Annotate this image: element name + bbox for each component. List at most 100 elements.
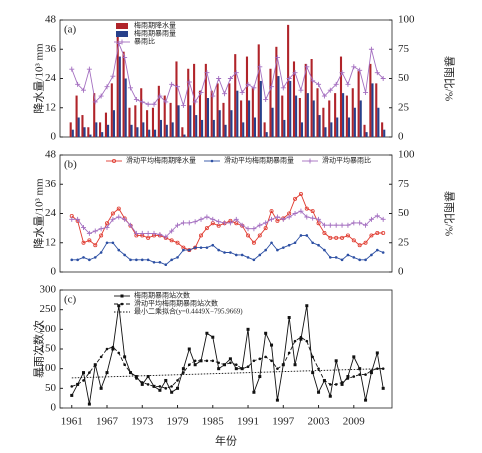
bar <box>212 119 215 137</box>
series-line <box>71 41 384 108</box>
marker <box>346 375 350 379</box>
marker <box>257 233 262 238</box>
marker <box>87 402 91 406</box>
marker <box>251 85 257 91</box>
marker <box>211 335 215 339</box>
bar <box>240 100 243 137</box>
marker <box>158 260 162 264</box>
bar <box>334 93 337 137</box>
bar <box>369 63 372 137</box>
marker <box>370 369 373 372</box>
bar <box>124 78 127 137</box>
y-tick-label: 300 <box>40 284 57 296</box>
marker <box>164 387 168 390</box>
marker <box>112 158 117 163</box>
marker <box>310 78 316 84</box>
marker <box>339 70 345 76</box>
bar <box>251 88 254 137</box>
bar <box>81 115 84 137</box>
marker <box>276 248 279 252</box>
marker <box>323 248 326 252</box>
bar <box>365 132 368 137</box>
marker <box>321 93 327 99</box>
marker <box>374 70 380 76</box>
bar <box>322 107 325 137</box>
legend-label: 滑动平均梅雨期暴雨量 <box>224 156 294 165</box>
bar <box>371 83 374 137</box>
bar <box>298 98 301 137</box>
marker <box>186 220 192 226</box>
marker <box>299 335 303 339</box>
marker <box>204 214 210 220</box>
marker <box>280 216 286 222</box>
marker <box>105 347 109 351</box>
legend-marker <box>119 39 125 45</box>
marker <box>134 375 138 379</box>
marker <box>298 208 304 214</box>
marker <box>92 99 98 105</box>
marker <box>340 382 344 386</box>
bar <box>104 112 108 137</box>
marker <box>70 393 74 397</box>
marker <box>363 240 368 245</box>
marker <box>276 367 279 370</box>
marker <box>352 375 356 378</box>
bar <box>122 51 125 137</box>
x-tick-label: 1961 <box>61 416 83 428</box>
marker <box>120 294 124 298</box>
marker <box>258 375 262 379</box>
y-tick-label: 250 <box>40 303 57 315</box>
marker <box>293 339 297 343</box>
marker <box>75 216 81 222</box>
bar <box>187 68 190 137</box>
marker <box>193 246 197 249</box>
bar <box>183 134 186 137</box>
marker <box>151 230 157 236</box>
marker <box>292 70 298 76</box>
marker <box>145 101 151 107</box>
x-tick-label: 1985 <box>202 416 225 428</box>
bar <box>118 56 121 137</box>
bar <box>281 95 284 137</box>
marker <box>70 385 74 388</box>
bar <box>163 95 166 137</box>
bar <box>151 107 155 137</box>
bar <box>328 100 331 137</box>
marker <box>252 359 256 363</box>
marker <box>146 383 150 386</box>
y-tick-label: 12 <box>45 101 56 113</box>
marker <box>381 230 386 235</box>
marker <box>87 238 92 243</box>
marker <box>334 359 338 363</box>
bar <box>193 63 196 137</box>
marker <box>116 214 122 220</box>
marker <box>270 359 273 363</box>
y2-tick-label: 75 <box>398 178 410 190</box>
marker <box>123 355 127 359</box>
legend-marker <box>120 294 124 298</box>
marker <box>357 243 362 248</box>
bar <box>198 90 202 137</box>
marker <box>163 99 169 105</box>
marker <box>287 243 291 247</box>
bar <box>140 88 143 137</box>
bar <box>169 102 172 137</box>
marker <box>333 222 339 228</box>
bar <box>353 107 356 137</box>
bar <box>146 110 149 137</box>
bar <box>228 83 231 137</box>
bar <box>312 100 315 137</box>
y-tick-label: 36 <box>45 43 57 55</box>
y-tick-label: 48 <box>45 14 57 26</box>
bar <box>75 95 78 137</box>
marker <box>133 97 139 103</box>
bar <box>345 95 348 137</box>
y-tick-label: 50 <box>45 382 57 394</box>
marker <box>234 363 238 367</box>
marker <box>298 87 304 93</box>
marker <box>182 371 185 374</box>
y2-axis-label: 暴雨比/% <box>442 56 455 101</box>
marker <box>281 246 285 249</box>
marker <box>286 76 292 81</box>
